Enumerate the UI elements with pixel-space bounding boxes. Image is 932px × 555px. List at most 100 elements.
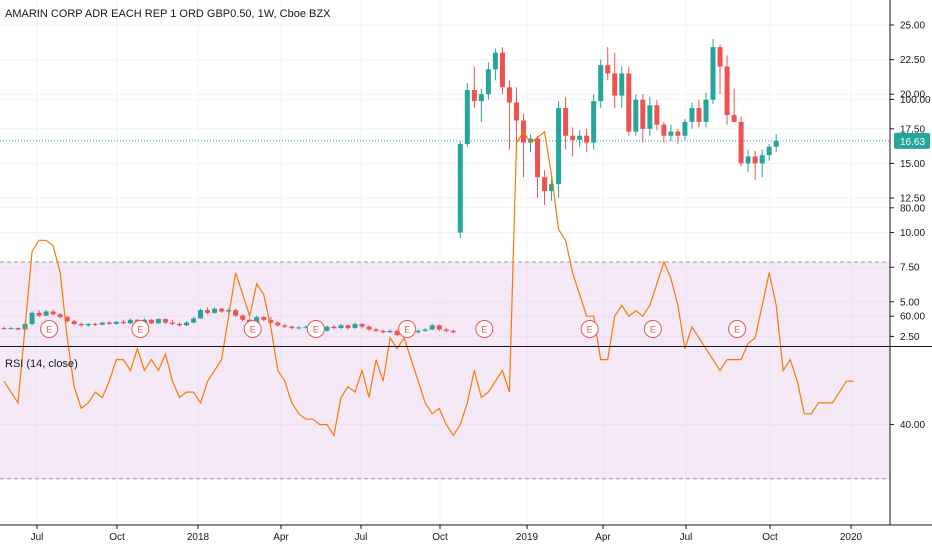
last-price-badge-bg [894,132,930,149]
candle-body [345,325,351,329]
rsi-tick-label: 40.00 [900,420,925,431]
earnings-circle [398,320,417,338]
time-tick-label: 2019 [516,532,539,543]
candle-body [457,144,463,233]
candle-body [471,90,477,102]
earnings-marker: E [40,320,59,338]
time-tick-label: 2018 [187,532,210,543]
candle-body [598,65,604,102]
candle-body [296,327,302,329]
candle-body [50,311,56,315]
candle-body [92,323,98,325]
candle-body [703,99,709,122]
candle-body [710,47,716,100]
candle-body [766,146,772,156]
candle-body [219,308,225,312]
earnings-label: E [587,325,593,335]
earnings-marker: E [475,320,494,338]
candle-body [155,319,161,324]
candle-body [577,135,583,140]
time-tick-label: Oct [762,532,778,543]
earnings-label: E [250,325,256,335]
price-tick-label: 17.50 [900,124,925,135]
candle-body [528,138,533,143]
time-tick-label: Jul [31,532,44,543]
time-tick-label: 2020 [840,532,863,543]
grid-lines [0,0,890,525]
candle-body [478,94,484,102]
candle-body [366,326,372,330]
earnings-label: E [404,325,410,335]
candle-body [233,310,239,316]
candle-body [499,52,505,88]
earnings-label: E [313,325,319,335]
earnings-marker: E [580,320,599,338]
candle-body [682,121,688,136]
candle-body [212,308,218,313]
price-tick-label: 22.50 [900,55,925,66]
candle-body [1,328,7,330]
time-tick-label: Apr [595,532,611,543]
candle-body [752,156,758,164]
candles-layer [0,38,890,337]
candle-body [731,114,737,122]
price-tick-label: 5.00 [900,297,920,308]
candle-body [626,73,632,132]
candle-body [261,317,267,320]
candle-body [324,326,330,331]
candle-body [205,310,211,313]
time-tick-label: Jul [355,532,368,543]
candle-body [352,323,358,329]
earnings-circle [243,320,262,338]
candle-body [113,321,119,324]
earnings-circle [131,320,150,338]
candle-body [492,52,498,70]
candle-body [303,326,309,328]
candle-body [612,73,618,96]
earnings-marker: E [728,320,747,338]
candle-body [43,311,49,316]
candle-body [549,184,555,192]
candle-body [570,135,576,140]
candle-body [240,315,246,320]
candle-body [148,319,154,324]
candle-body [99,322,105,325]
earnings-label: E [481,325,487,335]
candle-body [268,319,274,323]
candle-body [535,138,541,178]
rsi-line [3,130,854,437]
candle-body [64,317,70,322]
candle-body [162,319,168,323]
rsi-band [0,261,890,480]
candle-body [226,310,232,312]
earnings-marker: E [643,320,662,338]
candle-body [654,105,660,125]
candle-body [605,65,611,74]
candle-body [120,321,126,324]
candle-body [198,310,204,319]
last-price-label: 16.63 [900,137,925,148]
candle-body [506,87,512,103]
price-tick-label: 10.00 [900,228,925,239]
candle-body [542,177,548,192]
candle-body [338,325,344,329]
earnings-circle [475,320,494,338]
rsi-title: RSI (14, close) [5,358,78,370]
last-price-badge: 16.63 [894,132,930,149]
price-tick-label: 25.00 [900,21,925,32]
earnings-circle [306,320,325,338]
earnings-circle [643,320,662,338]
earnings-marker: E [398,320,417,338]
candle-body [619,73,625,96]
earnings-circle [728,320,747,338]
earnings-circle [40,320,59,338]
candle-body [254,317,260,323]
candle-body [689,108,695,122]
candle-body [738,121,744,164]
candle-body [485,69,491,95]
earnings-marker: E [243,320,262,338]
candle-body [563,108,569,136]
price-tick-label: 12.50 [900,194,925,205]
